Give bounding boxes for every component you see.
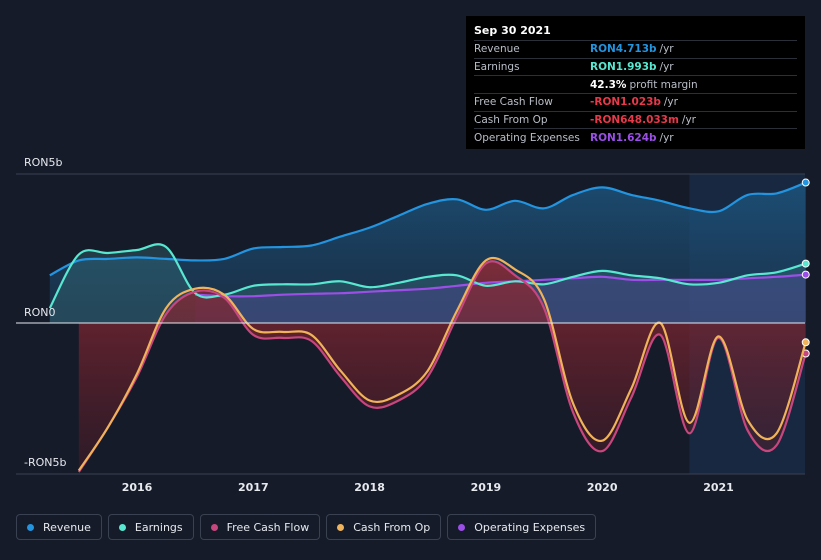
tooltip-unit: /yr xyxy=(659,61,674,74)
tooltip-value: RON4.713b xyxy=(590,43,657,56)
revenue-area xyxy=(49,182,806,323)
end-marker-operating-expenses xyxy=(801,270,810,279)
tooltip-row: Free Cash Flow -RON1.023b/yr xyxy=(474,93,797,111)
tooltip-value: -RON1.023b xyxy=(590,96,661,109)
x-tick-label: 2017 xyxy=(238,481,269,494)
earnings-area xyxy=(49,244,806,323)
series-line-free-cash-flow xyxy=(77,260,807,473)
series-line-operating-expenses xyxy=(195,273,806,298)
legend-label: Operating Expenses xyxy=(474,520,586,534)
x-tick-label: 2016 xyxy=(122,481,153,494)
legend-item-earnings[interactable]: Earnings xyxy=(107,514,194,540)
tooltip-row: Revenue RON4.713b/yr xyxy=(474,40,797,58)
tooltip-row: 42.3% profit margin xyxy=(474,75,797,93)
legend-label: Free Cash Flow xyxy=(226,520,310,534)
legend-item-cash-from-op[interactable]: Cash From Op xyxy=(326,514,442,540)
y-axis-label: RON0 xyxy=(24,306,56,319)
legend-item-free-cash-flow[interactable]: Free Cash Flow xyxy=(199,514,321,540)
x-tick-label: 2018 xyxy=(354,481,385,494)
legend-dot-icon xyxy=(210,523,218,531)
legend-dot-icon xyxy=(118,523,126,531)
y-axis-label: -RON5b xyxy=(24,456,66,469)
legend-dot-icon xyxy=(27,523,34,531)
tooltip-unit: /yr xyxy=(663,96,678,109)
end-marker-revenue xyxy=(801,178,810,187)
tooltip-unit: profit margin xyxy=(629,78,698,91)
tooltip-value: -RON648.033m xyxy=(590,114,679,127)
tooltip-label: Earnings xyxy=(474,61,520,74)
x-tick-label: 2019 xyxy=(471,481,502,494)
tooltip-value: RON1.993b xyxy=(590,61,657,74)
tooltip-row: Operating Expenses RON1.624b/yr xyxy=(474,128,797,146)
tooltip-label: Operating Expenses xyxy=(474,131,580,144)
tooltip-row: Cash From Op -RON648.033m/yr xyxy=(474,110,797,129)
legend-item-revenue[interactable]: Revenue xyxy=(16,514,102,540)
end-marker-earnings xyxy=(801,259,810,268)
x-tick-label: 2020 xyxy=(587,481,618,494)
tooltip-panel: Sep 30 2021 Revenue RON4.713b/yr Earnings R… xyxy=(466,16,805,149)
tooltip-unit: /yr xyxy=(659,43,674,56)
series-line-earnings xyxy=(48,243,807,309)
legend-label: Cash From Op xyxy=(353,520,431,534)
legend-label: Earnings xyxy=(134,520,183,534)
legend-dot-icon xyxy=(337,523,345,531)
tooltip-label: Free Cash Flow xyxy=(474,96,553,109)
tooltip-row: Earnings RON1.993b/yr xyxy=(474,57,797,76)
legend-item-operating-expenses[interactable]: Operating Expenses xyxy=(447,514,597,540)
series-line-cash-from-op xyxy=(77,256,807,472)
legend-dot-icon xyxy=(458,523,466,531)
tooltip-unit: /yr xyxy=(681,114,696,127)
tooltip-value: 42.3% xyxy=(590,78,627,91)
tooltip-label: Revenue xyxy=(474,43,520,56)
legend: Revenue Earnings Free Cash Flow Cash From O… xyxy=(16,514,602,540)
tooltip-value: RON1.624b xyxy=(590,131,657,144)
legend-label: Revenue xyxy=(43,520,91,534)
tooltip-unit: /yr xyxy=(659,131,674,144)
y-axis-label: RON5b xyxy=(24,156,63,169)
end-marker-cash-from-op xyxy=(801,338,810,347)
tooltip-label: Cash From Op xyxy=(474,114,548,127)
x-tick-label: 2021 xyxy=(703,481,734,494)
tooltip-date: Sep 30 2021 xyxy=(474,24,551,37)
